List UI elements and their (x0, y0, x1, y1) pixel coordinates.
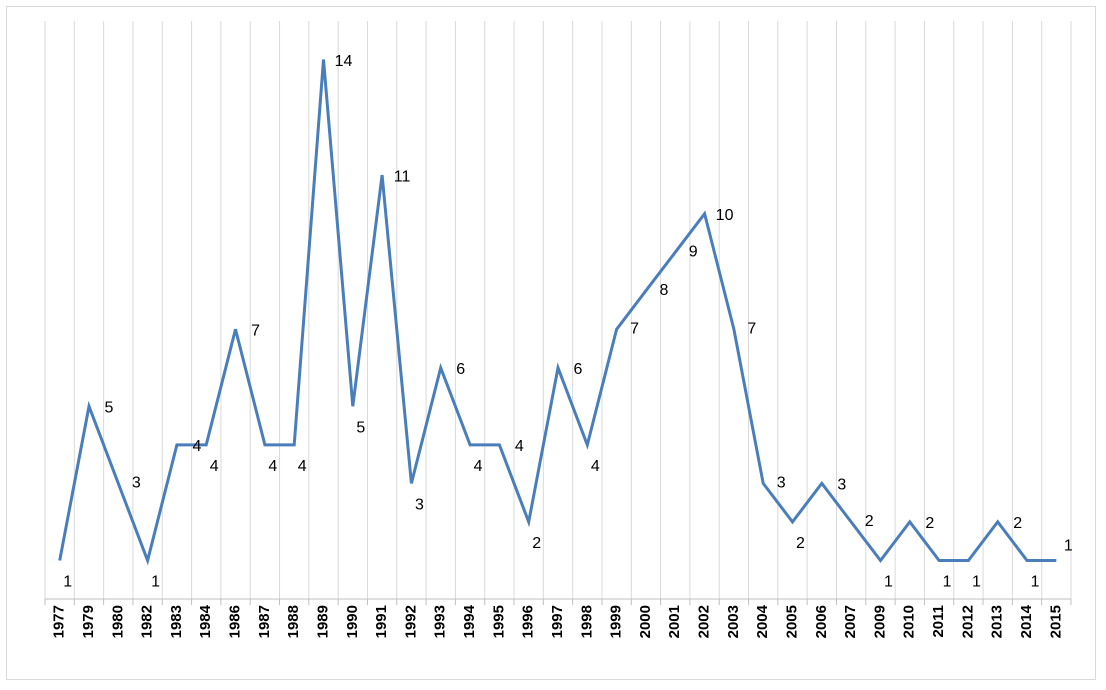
x-tick-label: 1980 (109, 605, 126, 638)
x-tick-label: 1990 (344, 605, 361, 638)
data-label: 2 (532, 535, 541, 552)
x-tick-label: 2001 (666, 605, 683, 638)
data-label: 1 (1064, 538, 1073, 555)
data-label: 5 (105, 400, 114, 417)
data-label: 7 (747, 320, 756, 337)
x-tick-label: 1997 (549, 605, 566, 638)
data-label: 2 (925, 515, 934, 532)
x-tick-label: 1992 (402, 605, 419, 638)
x-tick-label: 2007 (842, 605, 859, 638)
x-tick-label: 1995 (490, 605, 507, 638)
x-tick-label: 1986 (227, 605, 244, 638)
x-tick-label: 2005 (783, 605, 800, 638)
data-label: 4 (192, 438, 201, 455)
data-label: 4 (298, 458, 307, 475)
x-tick-label: 1999 (608, 605, 625, 638)
x-tick-label: 1993 (432, 605, 449, 638)
line-chart: 1977 1979 1980 1982 1983 1984 1986 1987 1988 1989… (44, 21, 1073, 638)
x-tick-label: 1977 (51, 605, 68, 638)
x-tick-label: 2009 (871, 605, 888, 638)
data-label: 3 (777, 475, 786, 492)
x-tick-label: 1979 (80, 605, 97, 638)
data-label: 1 (1031, 574, 1040, 591)
data-label: 9 (689, 243, 698, 260)
data-label: 3 (837, 477, 846, 494)
data-label: 6 (456, 361, 465, 378)
data-label: 4 (210, 458, 219, 475)
data-label: 1 (151, 574, 160, 591)
x-tick-label: 1987 (256, 605, 273, 638)
x-tick-label: 2002 (696, 605, 713, 638)
x-tick-label: 1991 (373, 605, 390, 638)
data-label: 4 (268, 458, 277, 475)
series-line (58, 59, 1057, 566)
data-label: 3 (415, 497, 424, 514)
data-label: 6 (574, 361, 583, 378)
x-tick-label: 2014 (1018, 604, 1035, 638)
data-label: 14 (335, 53, 353, 70)
data-label: 1 (972, 574, 981, 591)
x-tick-label: 2010 (901, 605, 918, 638)
gridlines (44, 21, 1072, 599)
x-tick-label: 1998 (578, 605, 595, 638)
data-label: 1 (884, 574, 893, 591)
data-label: 2 (1013, 515, 1022, 532)
data-label: 4 (591, 458, 600, 475)
data-label: 11 (394, 168, 411, 185)
x-tick-label: 1994 (461, 604, 478, 638)
data-label: 4 (515, 438, 524, 455)
x-tick-label: 2015 (1047, 605, 1064, 638)
x-axis: 1977 1979 1980 1982 1983 1984 1986 1987 1988 1989… (44, 598, 1072, 638)
data-label: 8 (659, 282, 668, 299)
x-tick-label: 1988 (285, 605, 302, 638)
x-tick-label: 1989 (314, 605, 331, 638)
data-label: 2 (865, 513, 874, 530)
x-tick-label: 2004 (754, 604, 771, 638)
chart-area: 1977 1979 1980 1982 1983 1984 1986 1987 1988 1989… (6, 6, 1096, 680)
x-tick-label: 1982 (139, 605, 156, 638)
data-label: 2 (796, 535, 805, 552)
data-label: 3 (132, 475, 141, 492)
data-label: 1 (63, 574, 72, 591)
series-layer (58, 59, 1057, 566)
x-tick-label: 2011 (930, 605, 947, 638)
data-label: 10 (716, 207, 734, 224)
x-tick-label: 1984 (197, 604, 214, 638)
x-tick-label: 2006 (813, 605, 830, 638)
x-tick-label: 2000 (637, 605, 654, 638)
data-label: 4 (474, 458, 483, 475)
data-label: 7 (251, 322, 260, 339)
data-label: 7 (630, 320, 639, 337)
data-label: 5 (356, 420, 365, 437)
x-tick-label: 2003 (725, 605, 742, 638)
x-tick-label: 2012 (959, 605, 976, 638)
x-tick-label: 1983 (168, 605, 185, 638)
data-label: 1 (943, 574, 952, 591)
x-tick-label: 2013 (989, 605, 1006, 638)
x-tick-label: 1996 (520, 605, 537, 638)
